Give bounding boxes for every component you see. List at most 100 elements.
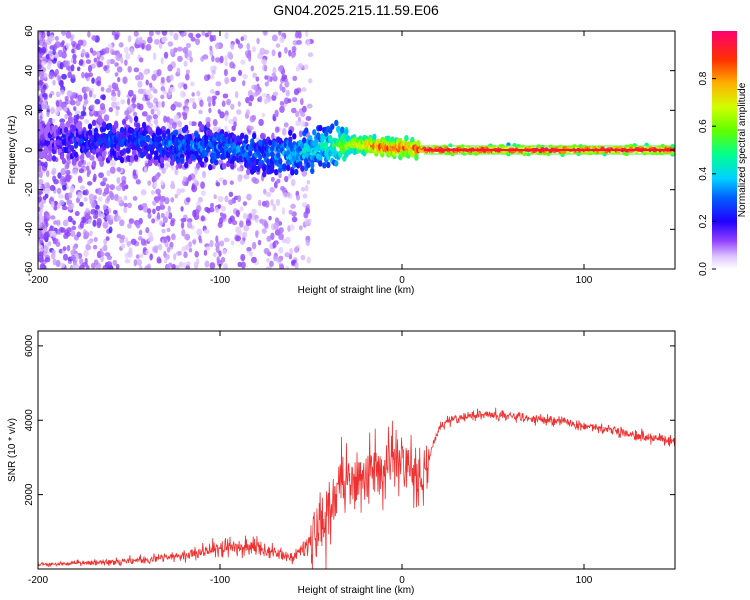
spectrogram-noise-cell — [230, 103, 235, 110]
spectrogram-noise-cell — [305, 115, 312, 122]
spectrogram-cell — [121, 148, 127, 155]
spectrogram-noise-cell — [108, 107, 113, 113]
spectrogram-noise-cell — [173, 114, 180, 123]
spectrogram-noise-cell — [165, 264, 170, 269]
spectrogram-noise-cell — [102, 204, 107, 211]
spectrogram-noise-cell — [241, 80, 246, 87]
spectrogram-noise-cell — [55, 219, 61, 226]
spectrogram-noise-cell — [79, 258, 84, 266]
spectrogram-cell — [262, 151, 267, 159]
spectrogram-cell — [330, 123, 335, 130]
spectrogram-noise-cell — [72, 168, 79, 175]
spectrogram-cell — [73, 151, 79, 158]
spectrogram-noise-cell — [60, 167, 67, 176]
spectrogram-cell — [268, 139, 273, 146]
spectrogram-noise-cell — [255, 230, 259, 239]
spectrogram-noise-cell — [113, 209, 118, 215]
spectrogram-noise-cell — [215, 81, 222, 87]
spectrogram-y-tick-label: -40 — [24, 222, 35, 237]
spectrogram-noise-cell — [94, 98, 101, 105]
spectrogram-noise-cell — [258, 95, 263, 103]
spectrogram-noise-cell — [64, 60, 71, 67]
spectrogram-y-tick-label: 0 — [24, 147, 35, 153]
spectrogram-noise-cell — [127, 89, 134, 97]
spectrogram-noise-cell — [290, 52, 295, 59]
spectrogram-noise-cell — [204, 260, 210, 268]
spectrogram-noise-cell — [298, 130, 303, 138]
spectrogram-noise-cell — [239, 240, 245, 245]
spectrogram-noise-cell — [123, 202, 128, 208]
spectrogram-noise-cell — [141, 43, 145, 50]
spectrogram-noise-cell — [140, 238, 146, 246]
spectrogram-noise-cell — [251, 46, 257, 53]
spectrogram-noise-cell — [222, 249, 227, 255]
spectrogram-noise-cell — [214, 241, 221, 248]
spectrogram-noise-cell — [49, 225, 55, 232]
spectrogram-noise-cell — [269, 260, 274, 268]
spectrogram-noise-cell — [39, 256, 45, 264]
spectrogram-cell — [205, 121, 211, 128]
spectrogram-noise-cell — [212, 163, 216, 170]
spectrogram-noise-cell — [56, 74, 61, 82]
spectrogram-cell — [340, 126, 345, 133]
spectrogram-noise-cell — [159, 200, 164, 207]
spectrogram-noise-cell — [229, 61, 235, 69]
spectrogram-cell — [179, 156, 185, 164]
spectrogram-noise-cell — [91, 202, 97, 209]
spectrogram-noise-cell — [65, 174, 71, 182]
spectrogram-noise-cell — [84, 257, 88, 265]
spectrogram-cell — [161, 132, 167, 139]
spectrogram-noise-cell — [284, 252, 290, 258]
spectrogram-noise-cell — [203, 229, 210, 235]
spectrogram-cell — [77, 160, 83, 168]
spectrogram-noise-cell — [72, 220, 76, 226]
spectrogram-noise-cell — [288, 49, 292, 57]
spectrogram-noise-cell — [100, 181, 106, 187]
spectrogram-noise-cell — [262, 92, 267, 98]
spectrogram-noise-cell — [152, 52, 157, 61]
spectrogram-cell — [306, 161, 311, 169]
spectrogram-noise-cell — [145, 249, 150, 255]
spectrogram-noise-cell — [158, 42, 163, 49]
spectrogram-noise-cell — [258, 118, 264, 127]
spectrogram-noise-cell — [264, 200, 270, 208]
spectrogram-noise-cell — [174, 168, 179, 176]
spectrogram-cell — [302, 147, 307, 154]
spectrogram-noise-cell — [304, 184, 309, 192]
spectrogram-noise-cell — [295, 194, 301, 201]
snr-y-axis-title: SNR (10 * v/v) — [7, 418, 18, 482]
spectrogram-noise-cell — [218, 177, 224, 182]
spectrogram-noise-cell — [235, 209, 240, 218]
spectrogram-noise-cell — [285, 89, 290, 97]
spectrogram-noise-cell — [264, 75, 269, 80]
spectrogram-noise-cell — [270, 176, 275, 182]
spectrogram-noise-cell — [64, 113, 68, 120]
spectrogram-noise-cell — [180, 221, 185, 229]
spectrogram-cell — [147, 153, 153, 160]
spectrogram-noise-cell — [276, 178, 281, 184]
spectrogram-noise-cell — [99, 108, 103, 116]
spectrogram-noise-cell — [290, 203, 296, 209]
spectrogram-cell — [252, 132, 257, 140]
spectrogram-noise-cell — [59, 118, 66, 124]
spectrogram-noise-cell — [279, 105, 285, 113]
spectrogram-noise-cell — [180, 90, 186, 98]
spectrogram-cell — [41, 150, 47, 158]
spectrogram-noise-cell — [74, 110, 81, 115]
spectrogram-noise-cell — [87, 239, 93, 245]
spectrogram-noise-cell — [55, 241, 61, 248]
spectrogram-noise-cell — [283, 97, 290, 105]
spectrogram-noise-cell — [54, 68, 59, 76]
spectrogram-noise-cell — [237, 69, 243, 77]
spectrogram-noise-cell — [189, 56, 193, 63]
spectrogram-noise-cell — [106, 59, 111, 66]
spectrogram-noise-cell — [109, 166, 116, 174]
snr-panel: -200 -100 0 100 2000 4000 6000 Height of strai… — [7, 330, 676, 596]
spectrogram-noise-cell — [248, 125, 254, 131]
spectrogram-noise-cell — [93, 110, 99, 117]
spectrogram-cell — [173, 129, 179, 136]
spectrogram-noise-cell — [81, 48, 86, 56]
spectrogram-cell — [71, 125, 77, 132]
spectrogram-y-tick-label: 40 — [24, 65, 35, 77]
snr-y-tick-label: 2000 — [24, 483, 35, 506]
